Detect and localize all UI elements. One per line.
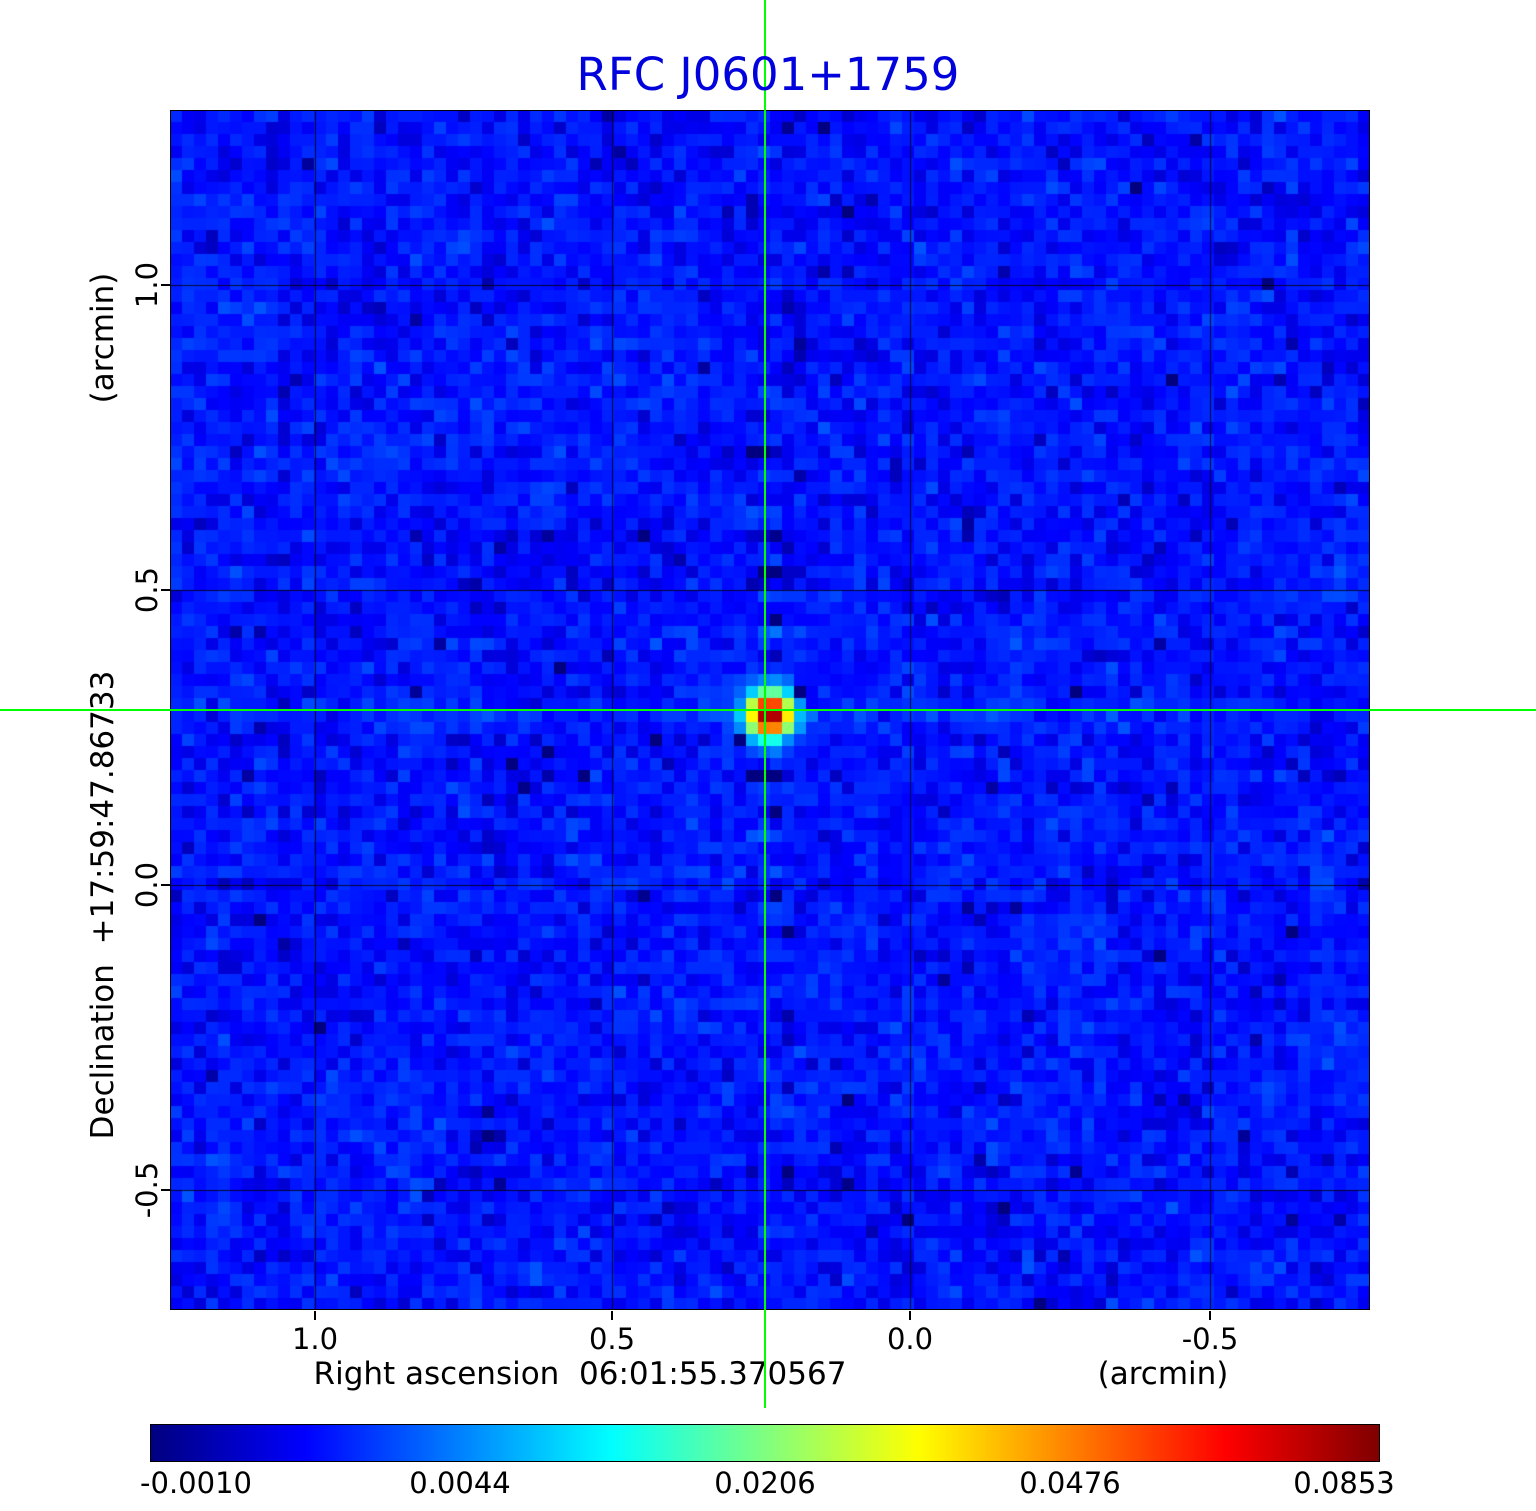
colorbar-tick-label: 0.0044 — [409, 1466, 511, 1500]
y-axis-label: Declination +17:59:47.86733 — [85, 670, 121, 1140]
colorbar — [150, 1424, 1380, 1462]
y-tick-label: 1.0 — [130, 261, 164, 309]
colorbar-tick-label: 0.0476 — [1019, 1466, 1121, 1500]
x-tick-mark — [611, 1311, 613, 1320]
x-tick-label: 0.0 — [886, 1322, 934, 1356]
y-tick-mark — [161, 884, 170, 886]
y-tick-label: -0.5 — [130, 1161, 164, 1219]
x-tick-label: 1.0 — [291, 1322, 339, 1356]
x-tick-mark — [314, 1311, 316, 1320]
y-tick-mark — [161, 284, 170, 286]
x-tick-mark — [1209, 1311, 1211, 1320]
colorbar-gradient — [150, 1424, 1380, 1462]
colorbar-tick-label: -0.0010 — [140, 1466, 252, 1500]
x-tick-label: -0.5 — [1181, 1322, 1239, 1356]
y-tick-mark — [161, 1189, 170, 1191]
colorbar-tick-label: 0.0206 — [714, 1466, 816, 1500]
x-tick-mark — [909, 1311, 911, 1320]
y-tick-mark — [161, 589, 170, 591]
crosshair-horizontal-line — [0, 709, 1536, 711]
y-tick-label: 0.0 — [130, 861, 164, 909]
x-tick-label: 0.5 — [588, 1322, 636, 1356]
colorbar-tick-label: 0.0853 — [1293, 1466, 1395, 1500]
colorbar-border — [150, 1424, 1380, 1462]
x-axis-unit-label: (arcmin) — [1097, 1356, 1229, 1392]
x-axis-label: Right ascension 06:01:55.370567 — [313, 1356, 847, 1392]
y-tick-label: 0.5 — [130, 566, 164, 614]
y-axis-unit-label: (arcmin) — [85, 272, 121, 404]
plot-title: RFC J0601+1759 — [576, 48, 960, 101]
crosshair-vertical-line — [764, 0, 766, 1408]
